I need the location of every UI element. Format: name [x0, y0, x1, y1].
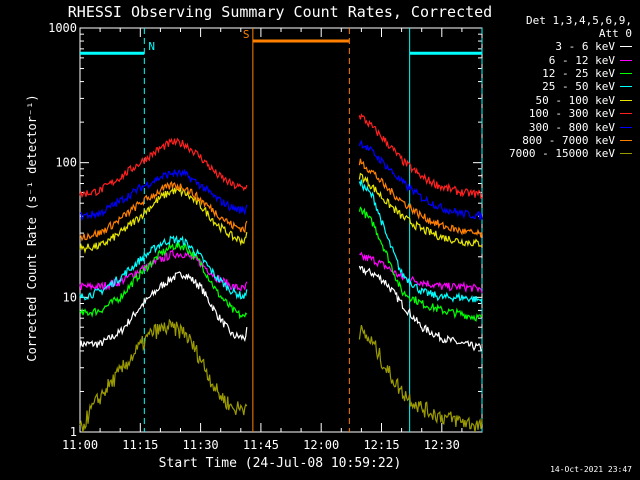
- x-tick-label: 12:00: [303, 438, 339, 452]
- legend-header-attenuator: Att 0: [598, 27, 632, 40]
- series-line: [79, 271, 248, 349]
- series-line: [358, 324, 483, 432]
- series-line: [79, 186, 248, 254]
- flag-marker-label: S: [243, 28, 250, 41]
- series-line: [358, 172, 483, 248]
- legend-swatch: [620, 59, 632, 61]
- x-tick-label: 11:15: [122, 438, 158, 452]
- y-tick-label: 1: [70, 425, 77, 439]
- series-line: [79, 137, 248, 199]
- series-line: [358, 113, 483, 200]
- x-tick-label: 11:30: [183, 438, 219, 452]
- y-tick-label: 100: [55, 156, 77, 170]
- legend-entry-label: 6 - 12 keV: [548, 53, 615, 67]
- legend-entry: 6 - 12 keV: [488, 53, 638, 67]
- legend-entry-label: 100 - 300 keV: [528, 107, 615, 121]
- legend-entry: 7000 - 15000 keV: [488, 147, 638, 160]
- legend-swatch: [620, 126, 632, 128]
- legend-swatch: [620, 46, 632, 48]
- legend-entry: 300 - 800 keV: [488, 120, 638, 134]
- legend-swatch: [620, 139, 632, 141]
- legend-entry-label: 25 - 50 keV: [542, 80, 615, 94]
- chart-title: RHESSI Observing Summary Count Rates, Co…: [68, 3, 492, 21]
- legend-swatch: [620, 72, 632, 74]
- series-line: [358, 139, 483, 220]
- legend-entry: 800 - 7000 keV: [488, 134, 638, 147]
- legend-header-detectors: Det 1,3,4,5,6,9,: [526, 14, 632, 27]
- flag-marker-label: N: [148, 40, 155, 53]
- series-line: [359, 251, 483, 294]
- series-line: [79, 249, 248, 292]
- series-line: [79, 180, 248, 242]
- x-axis-label: Start Time (24-Jul-08 10:59:22): [159, 456, 402, 471]
- y-tick-label: 1000: [48, 21, 77, 35]
- series-line: [79, 241, 248, 320]
- series-line: [358, 206, 483, 322]
- series-line: [79, 168, 248, 222]
- render-timestamp: 14-Oct-2021 23:47: [550, 465, 632, 474]
- y-tick-label: 10: [63, 290, 77, 304]
- legend-swatch: [620, 153, 632, 155]
- legend-entry-label: 50 - 100 keV: [535, 93, 615, 107]
- legend-swatch: [620, 86, 632, 88]
- series-line: [79, 235, 248, 301]
- y-axis-label: Corrected Count Rate (s⁻¹ detector⁻¹): [25, 94, 39, 361]
- series-line: [358, 265, 482, 352]
- x-tick-label: 12:30: [424, 438, 460, 452]
- legend-entry: 50 - 100 keV: [488, 94, 638, 107]
- series-line: [358, 158, 483, 238]
- legend-entry: 25 - 50 keV: [488, 80, 638, 93]
- x-tick-label: 11:45: [243, 438, 279, 452]
- legend-entry-label: 300 - 800 keV: [528, 120, 615, 134]
- legend-swatch: [620, 113, 632, 115]
- legend-entry-label: 800 - 7000 keV: [522, 133, 615, 147]
- plot-frame: [79, 27, 483, 433]
- legend-entry-label: 12 - 25 keV: [542, 66, 615, 80]
- x-tick-label: 12:15: [363, 438, 399, 452]
- series-line: [358, 179, 483, 305]
- x-tick-label: 11:00: [62, 438, 98, 452]
- legend: Det 1,3,4,5,6,9, Att 0 3 - 6 keV 6 - 12 k…: [488, 14, 638, 161]
- legend-entry: 100 - 300 keV: [488, 107, 638, 120]
- series-line: [79, 318, 248, 433]
- legend-entry-label: 3 - 6 keV: [555, 40, 615, 54]
- legend-entry: 3 - 6 keV: [488, 40, 638, 53]
- legend-entry-label: 7000 - 15000 keV: [509, 147, 615, 161]
- legend-swatch: [620, 99, 632, 101]
- legend-entry: 12 - 25 keV: [488, 67, 638, 80]
